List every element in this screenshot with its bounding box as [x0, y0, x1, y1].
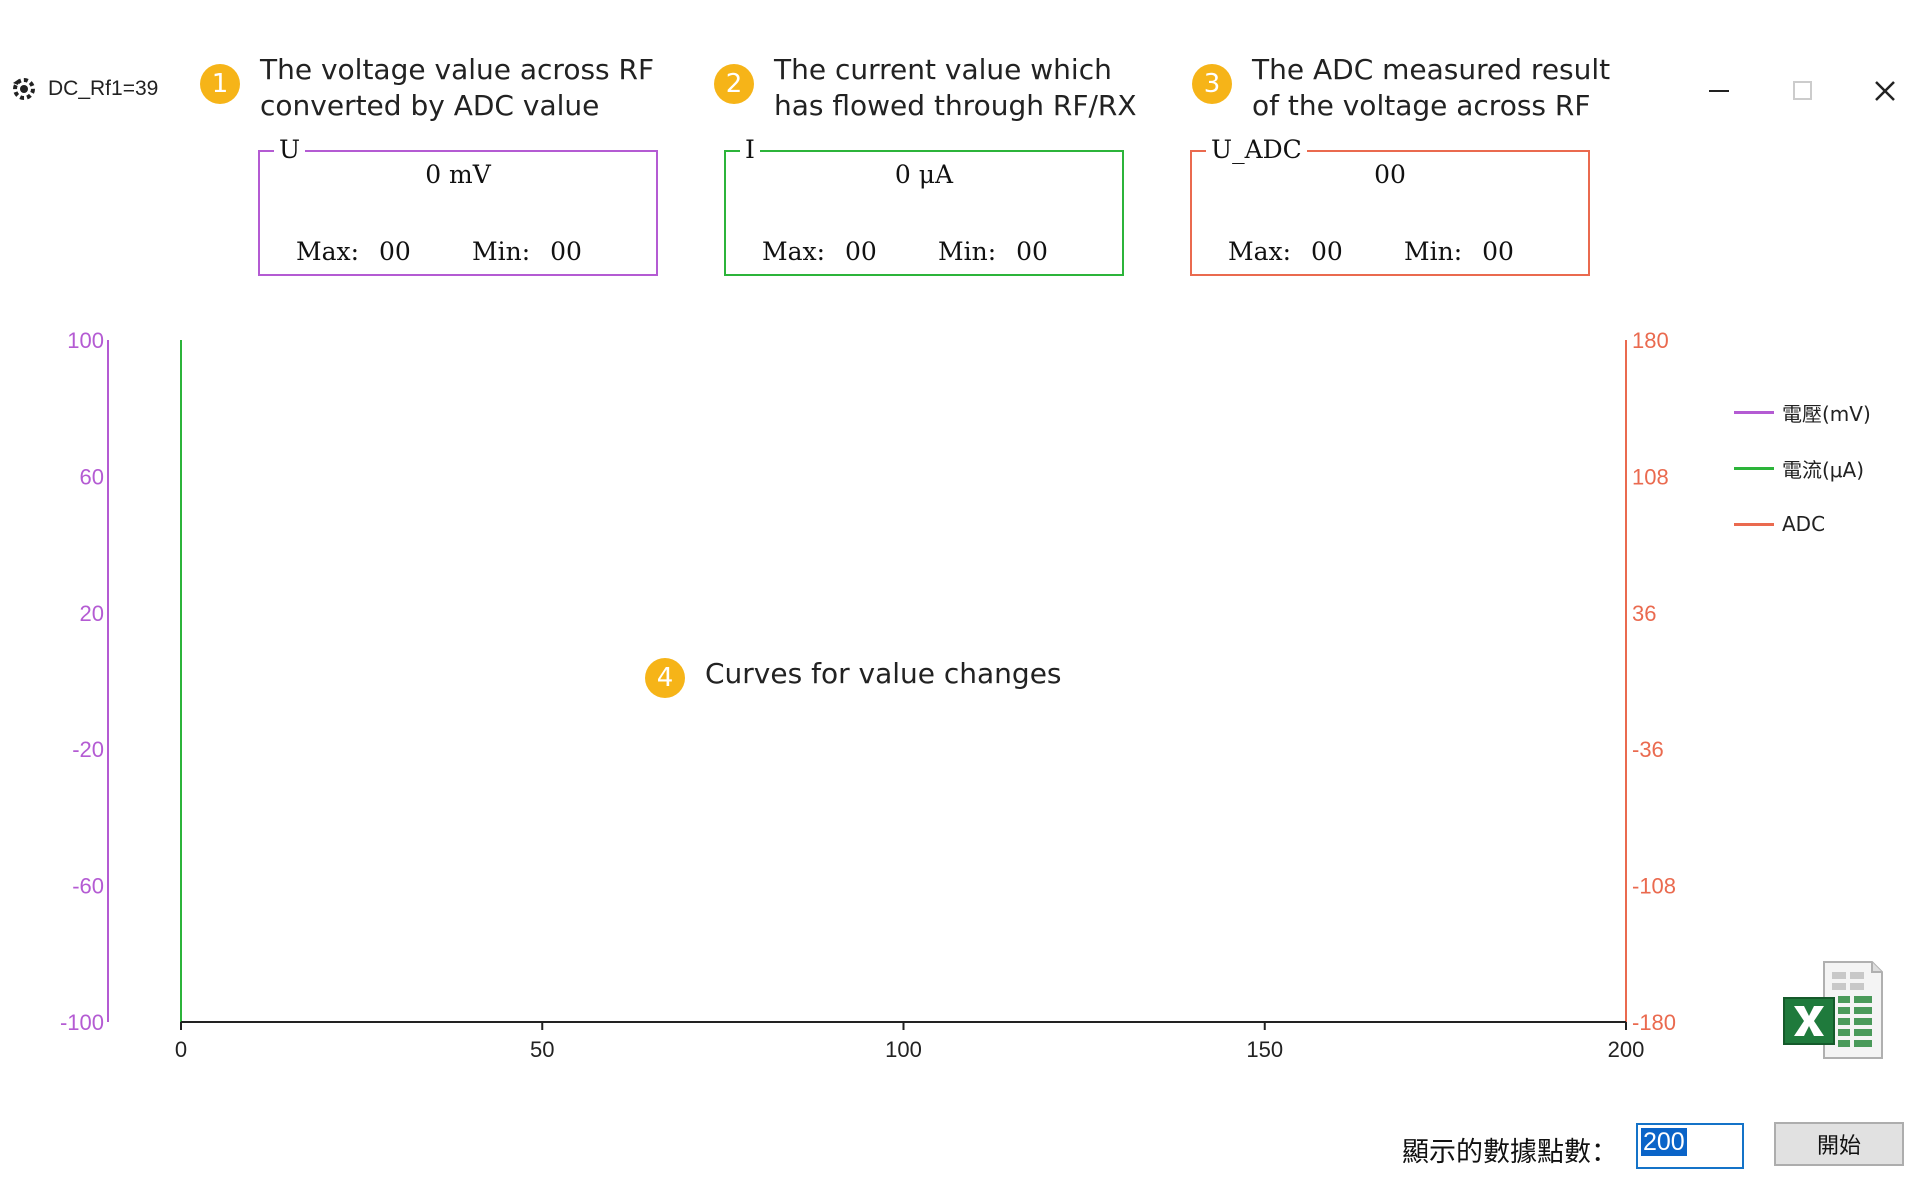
left-y-tick-label: 100 — [67, 328, 104, 353]
current-value: 0 μA — [894, 160, 954, 189]
points-label: 顯示的數據點數： — [1402, 1137, 1618, 1168]
close-icon — [1875, 81, 1895, 101]
start-button[interactable]: 開始 — [1774, 1122, 1904, 1166]
max-value: 00 — [379, 237, 411, 266]
minimize-icon — [1709, 90, 1729, 92]
max-label: Max: — [762, 237, 826, 266]
legend-label: 電壓(mV) — [1782, 401, 1871, 426]
max-label: Max: — [296, 237, 360, 266]
annotation-text: Curves for value changes — [705, 657, 1062, 690]
adc-groupbox: U_ADC 00 Max: 00 Min: 00 — [1190, 136, 1590, 276]
groupbox-title: U_ADC — [1206, 136, 1307, 164]
right-y-tick-label: 108 — [1632, 464, 1669, 489]
right-y-tick-label: -36 — [1632, 737, 1664, 762]
legend-swatch — [1734, 522, 1774, 526]
legend-item-current: 電流(μA) — [1734, 440, 1871, 496]
points-input-value: 200 — [1641, 1128, 1687, 1156]
groupbox-title: I — [740, 136, 760, 164]
adc-min: Min: 00 — [1404, 237, 1514, 266]
left-y-tick-label: -100 — [60, 1010, 104, 1035]
annotation-badge: 1 — [200, 64, 240, 104]
left-y-tick-label: 60 — [80, 464, 104, 489]
right-y-tick-label: 36 — [1632, 601, 1656, 626]
legend-label: 電流(μA) — [1782, 457, 1865, 482]
max-value: 00 — [1311, 237, 1343, 266]
excel-icon[interactable] — [1782, 960, 1884, 1060]
right-y-tick-label: -180 — [1632, 1010, 1676, 1035]
min-label: Min: — [472, 237, 531, 266]
legend-swatch — [1734, 466, 1774, 470]
annotation-1: 1 The voltage value across RF converted … — [200, 52, 654, 124]
minimize-button[interactable] — [1696, 68, 1742, 114]
max-value: 00 — [845, 237, 877, 266]
min-label: Min: — [938, 237, 997, 266]
annotation-4: 4 Curves for value changes — [645, 646, 1062, 698]
value-chart: 100 60 20 -20 -60 -100 180 108 36 -36 -108 -180 0 50 1… — [60, 328, 1676, 1062]
annotation-line: has flowed through RF/RX — [774, 89, 1137, 122]
voltage-min: Min: 00 — [472, 237, 582, 266]
annotation-line: converted by ADC value — [260, 89, 600, 122]
annotation-line: The current value which — [774, 53, 1112, 86]
close-button[interactable] — [1862, 68, 1908, 114]
x-tick-label: 100 — [885, 1037, 922, 1062]
annotation-text: The current value which has flowed throu… — [774, 52, 1137, 124]
max-label: Max: — [1228, 237, 1292, 266]
voltage-value: 0 mV — [425, 160, 491, 189]
annotation-2: 2 The current value which has flowed thr… — [714, 52, 1137, 124]
legend-label: ADC — [1782, 512, 1826, 536]
left-y-tick-label: -20 — [72, 737, 104, 762]
chart-legend: 電壓(mV) 電流(μA) ADC — [1734, 384, 1871, 552]
left-y-tick-label: 20 — [80, 601, 104, 626]
groupbox-title: U — [274, 136, 306, 164]
adc-max: Max: 00 — [1228, 237, 1343, 266]
right-y-tick-label: -108 — [1632, 874, 1676, 899]
annotation-line: The voltage value across RF — [260, 53, 655, 86]
window-title: DC_Rf1=39 — [48, 77, 159, 100]
points-input[interactable]: 200 — [1636, 1123, 1744, 1169]
voltage-max: Max: 00 — [296, 237, 411, 266]
title-bar: DC_Rf1=39 — [10, 75, 158, 103]
right-y-tick-label: 180 — [1632, 328, 1669, 353]
annotation-badge: 2 — [714, 64, 754, 104]
current-max: Max: 00 — [762, 237, 877, 266]
annotation-badge: 3 — [1192, 64, 1232, 104]
legend-item-voltage: 電壓(mV) — [1734, 384, 1871, 440]
annotation-text: The ADC measured result of the voltage a… — [1252, 52, 1610, 124]
current-min: Min: 00 — [938, 237, 1048, 266]
min-value: 00 — [1016, 237, 1048, 266]
x-tick-label: 0 — [175, 1037, 187, 1062]
current-groupbox: I 0 μA Max: 00 Min: 00 — [724, 136, 1124, 276]
left-y-tick-label: -60 — [72, 874, 104, 899]
min-value: 00 — [550, 237, 582, 266]
x-tick-label: 200 — [1608, 1037, 1645, 1062]
gear-icon — [13, 78, 35, 100]
min-label: Min: — [1404, 237, 1463, 266]
x-tick-label: 150 — [1246, 1037, 1283, 1062]
annotation-line: The ADC measured result — [1252, 53, 1611, 86]
min-value: 00 — [1482, 237, 1514, 266]
annotation-text: The voltage value across RF converted by… — [260, 52, 654, 124]
annotation-badge: 4 — [645, 658, 685, 698]
adc-value: 00 — [1374, 160, 1406, 189]
legend-item-adc: ADC — [1734, 496, 1871, 552]
maximize-button[interactable] — [1779, 68, 1825, 114]
x-tick-label: 50 — [530, 1037, 554, 1062]
maximize-icon — [1793, 81, 1812, 100]
legend-swatch — [1734, 410, 1774, 414]
annotation-line: of the voltage across RF — [1252, 89, 1591, 122]
voltage-groupbox: U 0 mV Max: 00 Min: 00 — [258, 136, 658, 276]
annotation-3: 3 The ADC measured result of the voltage… — [1192, 52, 1610, 124]
